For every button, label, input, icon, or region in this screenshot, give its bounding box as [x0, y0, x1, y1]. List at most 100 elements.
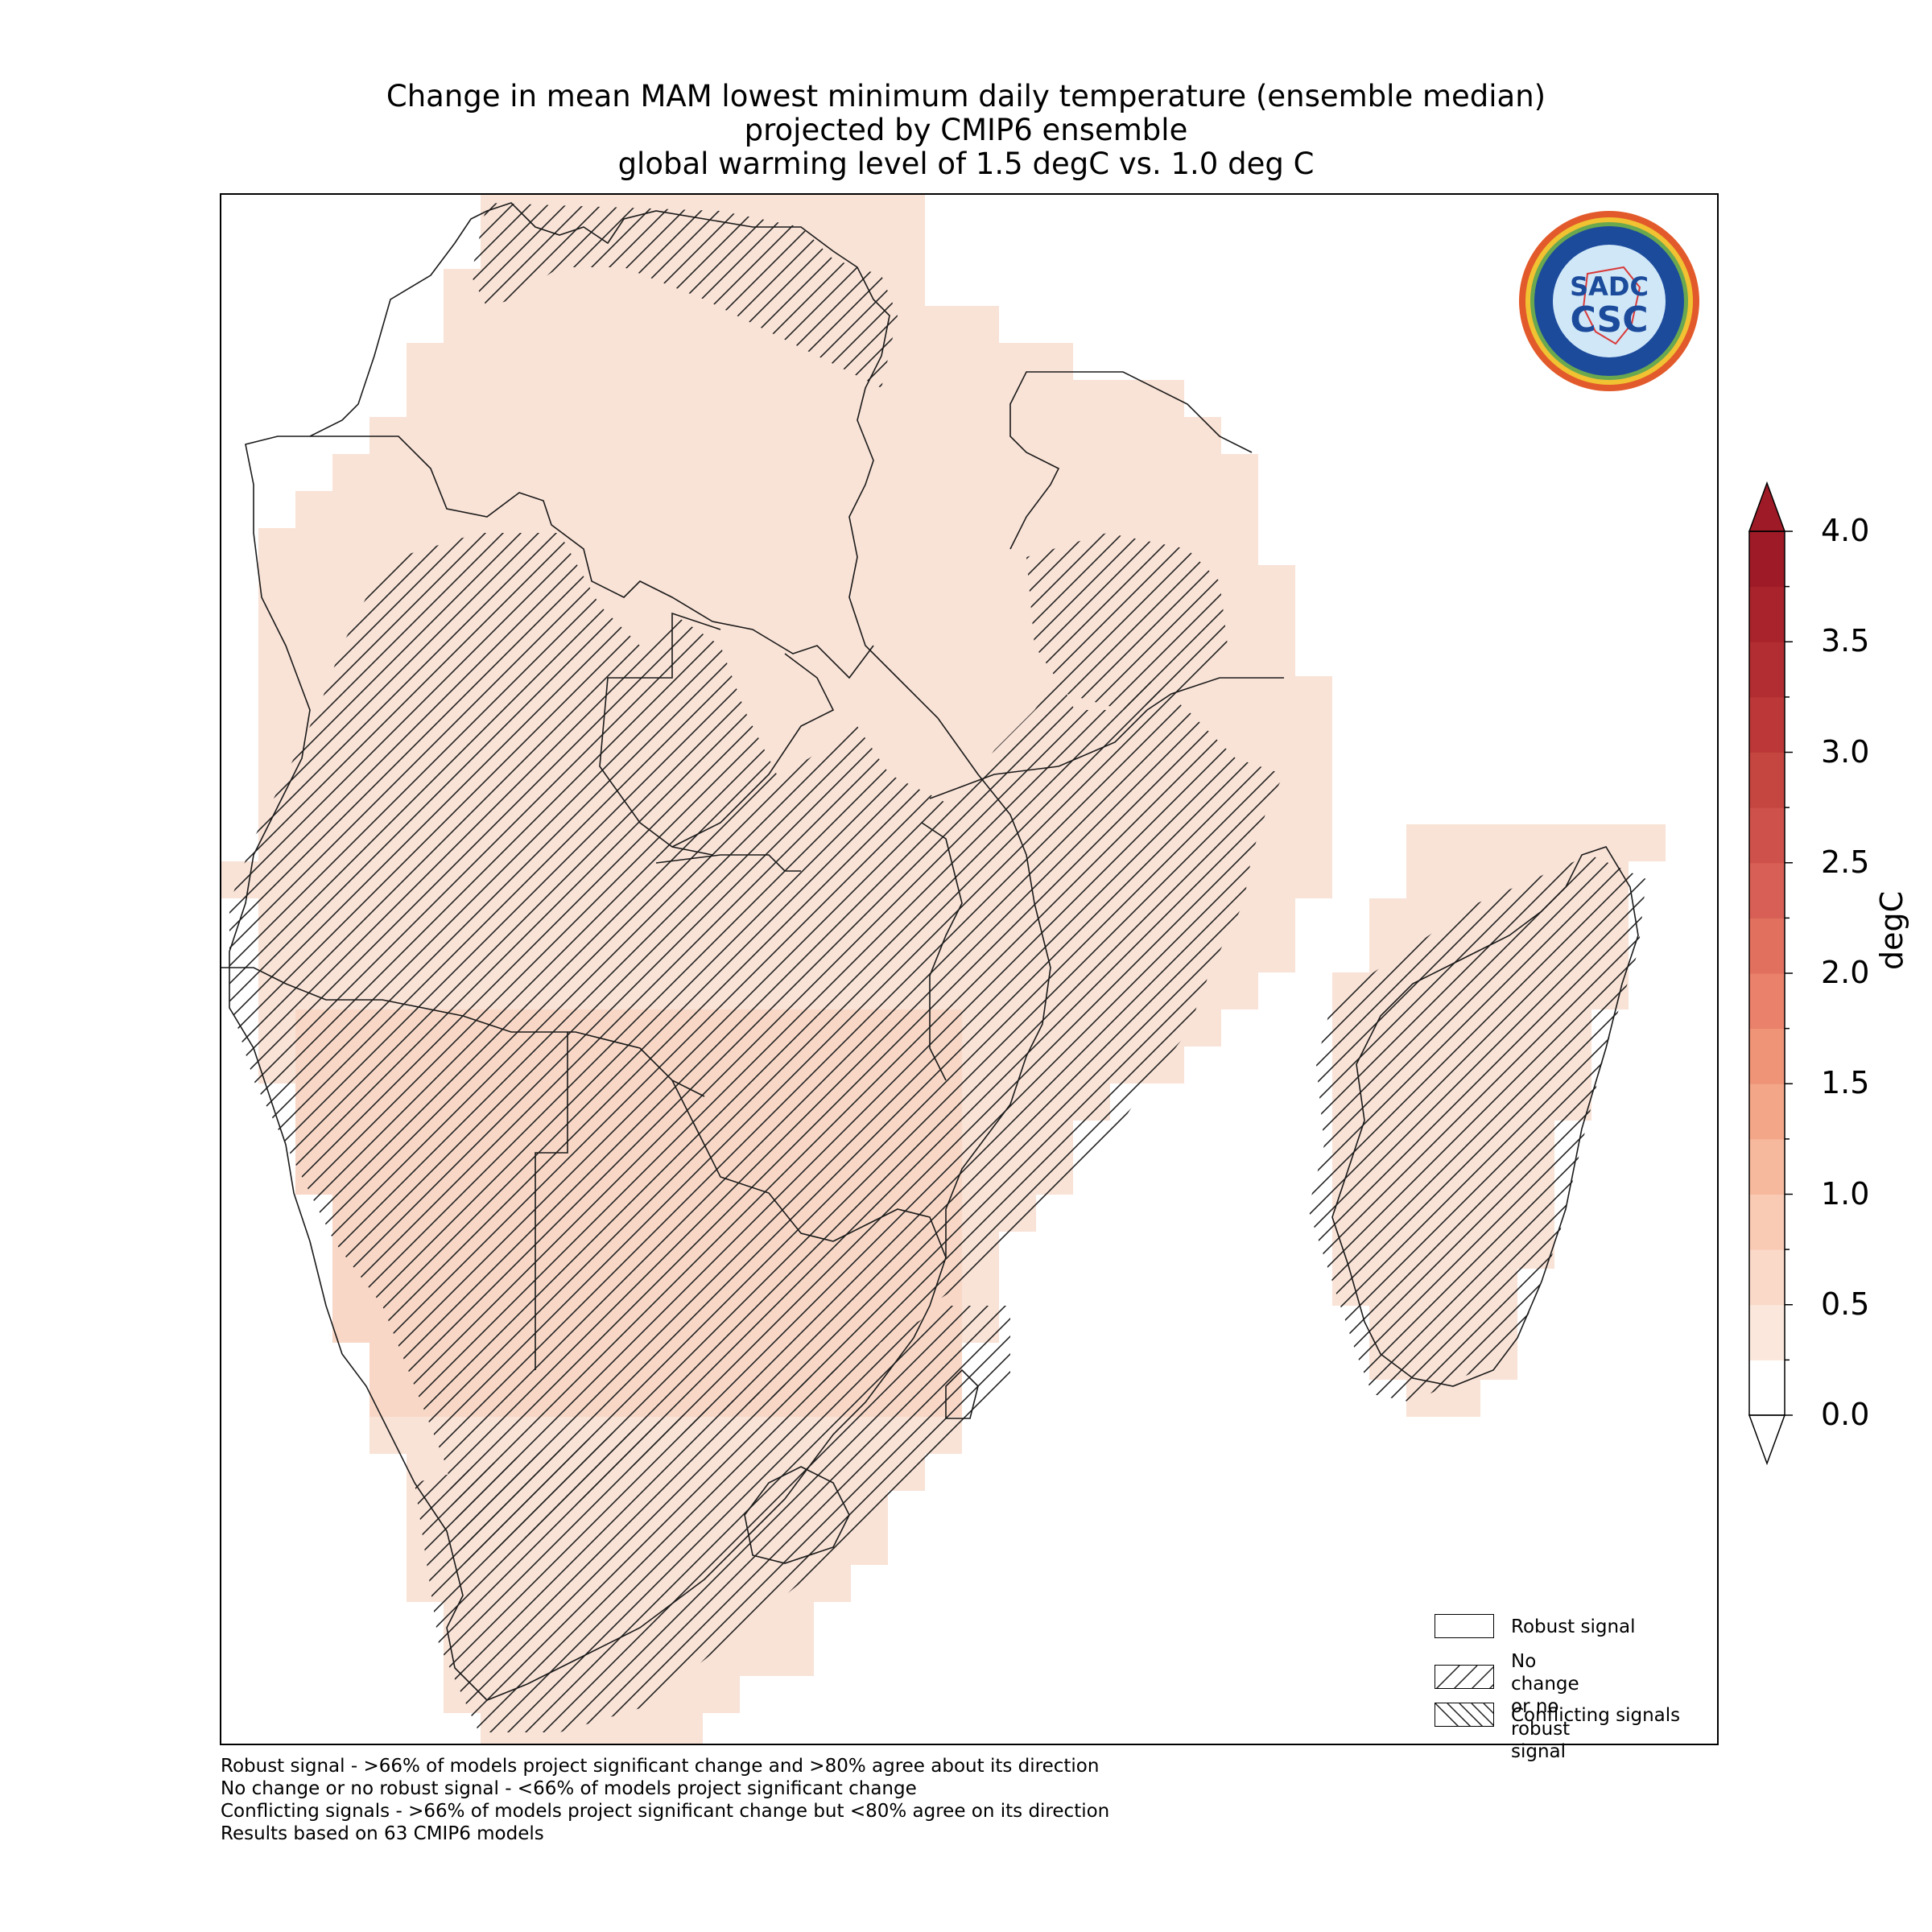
field-cell: [666, 343, 703, 380]
field-cell: [629, 417, 666, 454]
forward-hatch-swatch: [1435, 1665, 1494, 1689]
field-cell: [555, 343, 592, 380]
field-cell: [369, 1380, 407, 1417]
field-cell: [1295, 713, 1332, 750]
field-cell: [740, 528, 777, 565]
field-cell: [999, 380, 1036, 417]
border-10: [921, 822, 963, 1081]
field-cell: [555, 491, 592, 528]
field-cell: [1110, 417, 1147, 454]
field-cell: [1110, 380, 1147, 417]
field-cell: [555, 306, 592, 343]
border-6: [832, 1208, 947, 1258]
field-cell: [703, 380, 740, 417]
colorbar-tick-label: 2.5: [1821, 844, 1870, 880]
field-cell: [777, 528, 814, 565]
colorbar-band: [1749, 1138, 1785, 1195]
field-cell: [740, 565, 777, 602]
footnote-no-robust: No change or no robust signal - <66% of …: [221, 1778, 917, 1799]
field-cell: [703, 528, 740, 565]
field-cell: [777, 454, 814, 491]
field-cell: [629, 528, 666, 565]
field-cell: [851, 565, 888, 602]
field-cell: [814, 417, 851, 454]
field-cell: [703, 602, 740, 639]
colorbar-tick-label: 0.5: [1821, 1286, 1870, 1322]
colorbar-band: [1749, 807, 1785, 864]
field-cell: [1443, 824, 1480, 861]
field-cell: [1036, 380, 1073, 417]
field-cell: [1147, 454, 1184, 491]
title-line-2: projected by CMIP6 ensemble: [744, 113, 1188, 147]
mainland-coastline: [229, 202, 1051, 1701]
field-cell: [1480, 824, 1517, 861]
field-cell: [1406, 824, 1443, 861]
map-panel: SADC CSC: [220, 193, 1719, 1745]
field-cell: [295, 602, 332, 639]
field-cell: [962, 713, 999, 750]
field-cell: [1147, 380, 1184, 417]
field-cell: [1221, 454, 1258, 491]
field-cell: [814, 639, 851, 676]
field-cell: [925, 417, 962, 454]
field-cell: [1073, 491, 1110, 528]
field-cell: [481, 306, 518, 343]
hatch-area-central: [229, 533, 1284, 1563]
field-cell: [925, 565, 962, 602]
logo-abbrev-bottom: CSC: [1570, 299, 1648, 341]
field-cell: [555, 380, 592, 417]
border-lesotho: [744, 1466, 850, 1564]
field-cell: [1295, 750, 1332, 787]
colorbar-band: [1749, 642, 1785, 698]
colorbar-bands: [1749, 531, 1785, 1416]
footnote-robust: Robust signal - >66% of models project s…: [221, 1756, 1100, 1777]
field-cell: [925, 528, 962, 565]
field-cell: [555, 454, 592, 491]
field-cell: [1258, 713, 1295, 750]
field-cell: [740, 454, 777, 491]
field-cell: [999, 676, 1036, 713]
field-cell: [629, 454, 666, 491]
field-cell: [369, 1417, 407, 1454]
field-cell: [258, 565, 295, 602]
colorbar-tick-label: 1.5: [1821, 1065, 1870, 1101]
field-cell: [1036, 491, 1073, 528]
field-cell: [999, 639, 1036, 676]
field-cell: [407, 417, 444, 454]
colorbar-band: [1749, 1194, 1785, 1250]
field-cell: [999, 602, 1036, 639]
madagascar-coastline: [1331, 846, 1639, 1387]
colorbar-band: [1749, 973, 1785, 1030]
field-cell: [295, 565, 332, 602]
field-cell: [888, 491, 925, 528]
field-cell: [518, 380, 555, 417]
colorbar-band: [1749, 1249, 1785, 1306]
field-cell: [777, 602, 814, 639]
field-cell: [851, 676, 888, 713]
field-cell: [814, 602, 851, 639]
field-cell: [1221, 602, 1258, 639]
field-cell: [814, 565, 851, 602]
field-cell: [999, 491, 1036, 528]
field-cell: [703, 491, 740, 528]
field-cell: [888, 195, 925, 232]
field-cell: [777, 676, 814, 713]
field-cell: [1406, 898, 1443, 935]
footnote-conflicting: Conflicting signals - >66% of models pro…: [221, 1801, 1110, 1822]
field-cell: [295, 639, 332, 676]
field-cell: [1184, 491, 1221, 528]
field-cell: [1110, 491, 1147, 528]
border-3: [221, 967, 705, 1097]
field-cell: [1517, 824, 1554, 861]
field-cell: [888, 639, 925, 676]
field-cell: [666, 380, 703, 417]
field-cell: [888, 380, 925, 417]
field-cell: [740, 343, 777, 380]
field-cell: [1295, 676, 1332, 713]
field-cell: [444, 380, 481, 417]
field-cell: [407, 380, 444, 417]
field-cell: [369, 417, 407, 454]
field-cell: [518, 417, 555, 454]
field-cell: [851, 232, 888, 269]
field-cell: [1221, 713, 1258, 750]
